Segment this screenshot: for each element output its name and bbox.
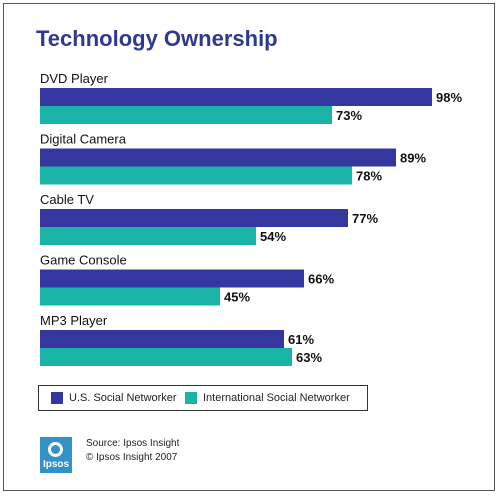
bar-cable-tv-international: [40, 227, 256, 245]
category-label-game-console: Game Console: [40, 253, 127, 268]
legend-label-international: International Social Networker: [203, 392, 350, 404]
value-label-game-console-international: 45%: [224, 290, 250, 305]
logo-text: Ipsos: [42, 459, 70, 470]
bar-mp3-player-international: [40, 348, 292, 366]
bar-digital-camera-us: [40, 148, 396, 167]
bar-game-console-international: [40, 287, 220, 306]
value-label-mp3-player-international: 63%: [296, 350, 322, 365]
bar-chart: DVD Player 98% 73% Digital Camera 89% 78% Cabl…: [40, 71, 462, 366]
logo-circle-mark: [48, 442, 63, 457]
bar-digital-camera-international: [40, 166, 352, 185]
value-label-game-console-us: 66%: [308, 272, 334, 287]
value-label-dvd-player-us: 98%: [436, 90, 462, 105]
category-label-mp3-player: MP3 Player: [40, 313, 108, 328]
bar-cable-tv-us: [40, 209, 348, 227]
legend: U.S. Social Networker International Soci…: [38, 385, 368, 411]
category-label-dvd-player: DVD Player: [40, 71, 109, 86]
value-label-dvd-player-international: 73%: [336, 108, 362, 123]
value-label-digital-camera-international: 78%: [356, 169, 382, 184]
category-label-cable-tv: Cable TV: [40, 192, 94, 207]
value-label-mp3-player-us: 61%: [288, 332, 314, 347]
bar-dvd-player-us: [40, 88, 432, 106]
value-label-cable-tv-us: 77%: [352, 211, 378, 226]
chart-title: Technology Ownership: [36, 26, 278, 51]
value-label-cable-tv-international: 54%: [260, 229, 286, 244]
legend-swatch-international: [185, 392, 197, 404]
legend-item-us: U.S. Social Networker: [51, 392, 177, 404]
legend-item-international: International Social Networker: [185, 392, 350, 404]
copyright-line: © Ipsos Insight 2007: [86, 452, 178, 463]
legend-label-us: U.S. Social Networker: [69, 392, 177, 404]
category-label-digital-camera: Digital Camera: [40, 132, 127, 147]
value-label-digital-camera-us: 89%: [400, 151, 426, 166]
bar-game-console-us: [40, 269, 304, 288]
legend-swatch-us: [51, 392, 63, 404]
source-note: Source: Ipsos Insight © Ipsos Insight 20…: [86, 437, 179, 465]
bar-dvd-player-international: [40, 106, 332, 124]
source-line: Source: Ipsos Insight: [86, 438, 180, 449]
bar-mp3-player-us: [40, 330, 284, 348]
ipsos-logo: Ipsos: [40, 437, 72, 473]
